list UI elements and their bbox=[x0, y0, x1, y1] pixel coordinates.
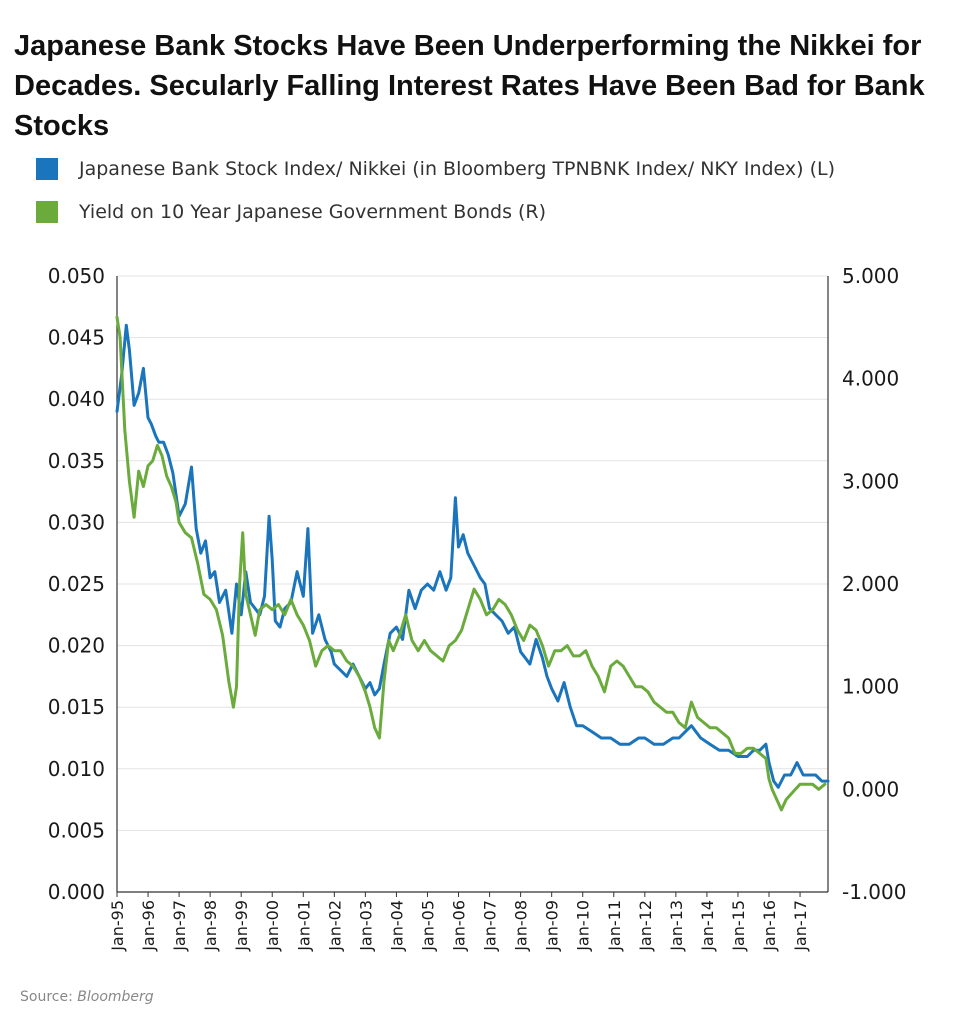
source-note: Source: Bloomberg bbox=[20, 989, 154, 1005]
x-tick-label: Jan-97 bbox=[170, 900, 189, 952]
x-tick-label: Jan-16 bbox=[760, 900, 779, 952]
y-left-tick-label: 0.045 bbox=[48, 326, 105, 350]
x-tick-label: Jan-12 bbox=[636, 900, 655, 952]
y-right-tick-label: 4.000 bbox=[842, 367, 899, 391]
x-tick-label: Jan-95 bbox=[108, 900, 127, 952]
series-line-bank-index bbox=[115, 323, 830, 789]
chart-legend: Japanese Bank Stock Index/ Nikkei (in Bl… bbox=[36, 157, 835, 243]
x-tick-label: Jan-03 bbox=[356, 900, 375, 952]
x-tick-label: Jan-14 bbox=[698, 900, 717, 952]
x-tick-label: Jan-02 bbox=[325, 900, 344, 952]
legend-label-bank-index: Japanese Bank Stock Index/ Nikkei (in Bl… bbox=[79, 158, 836, 180]
x-tick-label: Jan-99 bbox=[232, 900, 251, 952]
y-right-tick-label: 1.000 bbox=[842, 675, 899, 699]
x-tick-label: Jan-05 bbox=[418, 900, 437, 952]
y-right-tick-label: 5.000 bbox=[842, 264, 899, 288]
x-tick-label: Jan-98 bbox=[201, 900, 220, 952]
x-tick-label: Jan-15 bbox=[729, 900, 748, 952]
x-tick-label: Jan-09 bbox=[543, 900, 562, 952]
y-left-tick-label: 0.015 bbox=[48, 695, 105, 719]
y-left-tick-label: 0.040 bbox=[48, 387, 105, 411]
legend-swatch-bank-index bbox=[36, 158, 58, 180]
x-tick-label: Jan-01 bbox=[294, 900, 313, 952]
x-tick-label: Jan-17 bbox=[791, 900, 810, 952]
x-tick-label: Jan-06 bbox=[450, 900, 469, 952]
y-left-tick-label: 0.030 bbox=[48, 510, 105, 534]
x-tick-label: Jan-13 bbox=[667, 900, 686, 952]
x-tick-label: Jan-96 bbox=[139, 900, 158, 952]
y-right-tick-label: 0.000 bbox=[842, 777, 899, 801]
y-left-tick-label: 0.050 bbox=[48, 264, 105, 288]
x-tick-label: Jan-11 bbox=[605, 900, 624, 952]
x-tick-label: Jan-00 bbox=[263, 900, 282, 952]
chart-title: Japanese Bank Stocks Have Been Underperf… bbox=[14, 30, 925, 142]
y-left-tick-label: 0.035 bbox=[48, 449, 105, 473]
x-tick-label: Jan-07 bbox=[481, 900, 500, 952]
y-left-tick-label: 0.025 bbox=[48, 572, 105, 596]
source-label: Source: bbox=[20, 989, 73, 1005]
x-tick-label: Jan-08 bbox=[512, 900, 531, 952]
legend-swatch-jgb-yield bbox=[36, 201, 58, 223]
y-left-tick-label: 0.020 bbox=[48, 634, 105, 658]
y-left-tick-label: 0.000 bbox=[48, 880, 105, 904]
y-left-tick-label: 0.005 bbox=[48, 818, 105, 842]
y-right-tick-label: -1.000 bbox=[842, 880, 906, 904]
legend-item-bank-index: Japanese Bank Stock Index/ Nikkei (in Bl… bbox=[36, 157, 835, 181]
series-line-jgb-yield bbox=[115, 315, 827, 812]
y-right-tick-label: 2.000 bbox=[842, 572, 899, 596]
y-left-tick-label: 0.010 bbox=[48, 757, 105, 781]
legend-item-jgb-yield: Yield on 10 Year Japanese Government Bon… bbox=[36, 200, 835, 224]
legend-label-jgb-yield: Yield on 10 Year Japanese Government Bon… bbox=[79, 201, 547, 223]
source-name: Bloomberg bbox=[77, 989, 154, 1005]
y-right-tick-label: 3.000 bbox=[842, 469, 899, 493]
x-tick-label: Jan-04 bbox=[387, 900, 406, 952]
x-tick-label: Jan-10 bbox=[574, 900, 593, 952]
